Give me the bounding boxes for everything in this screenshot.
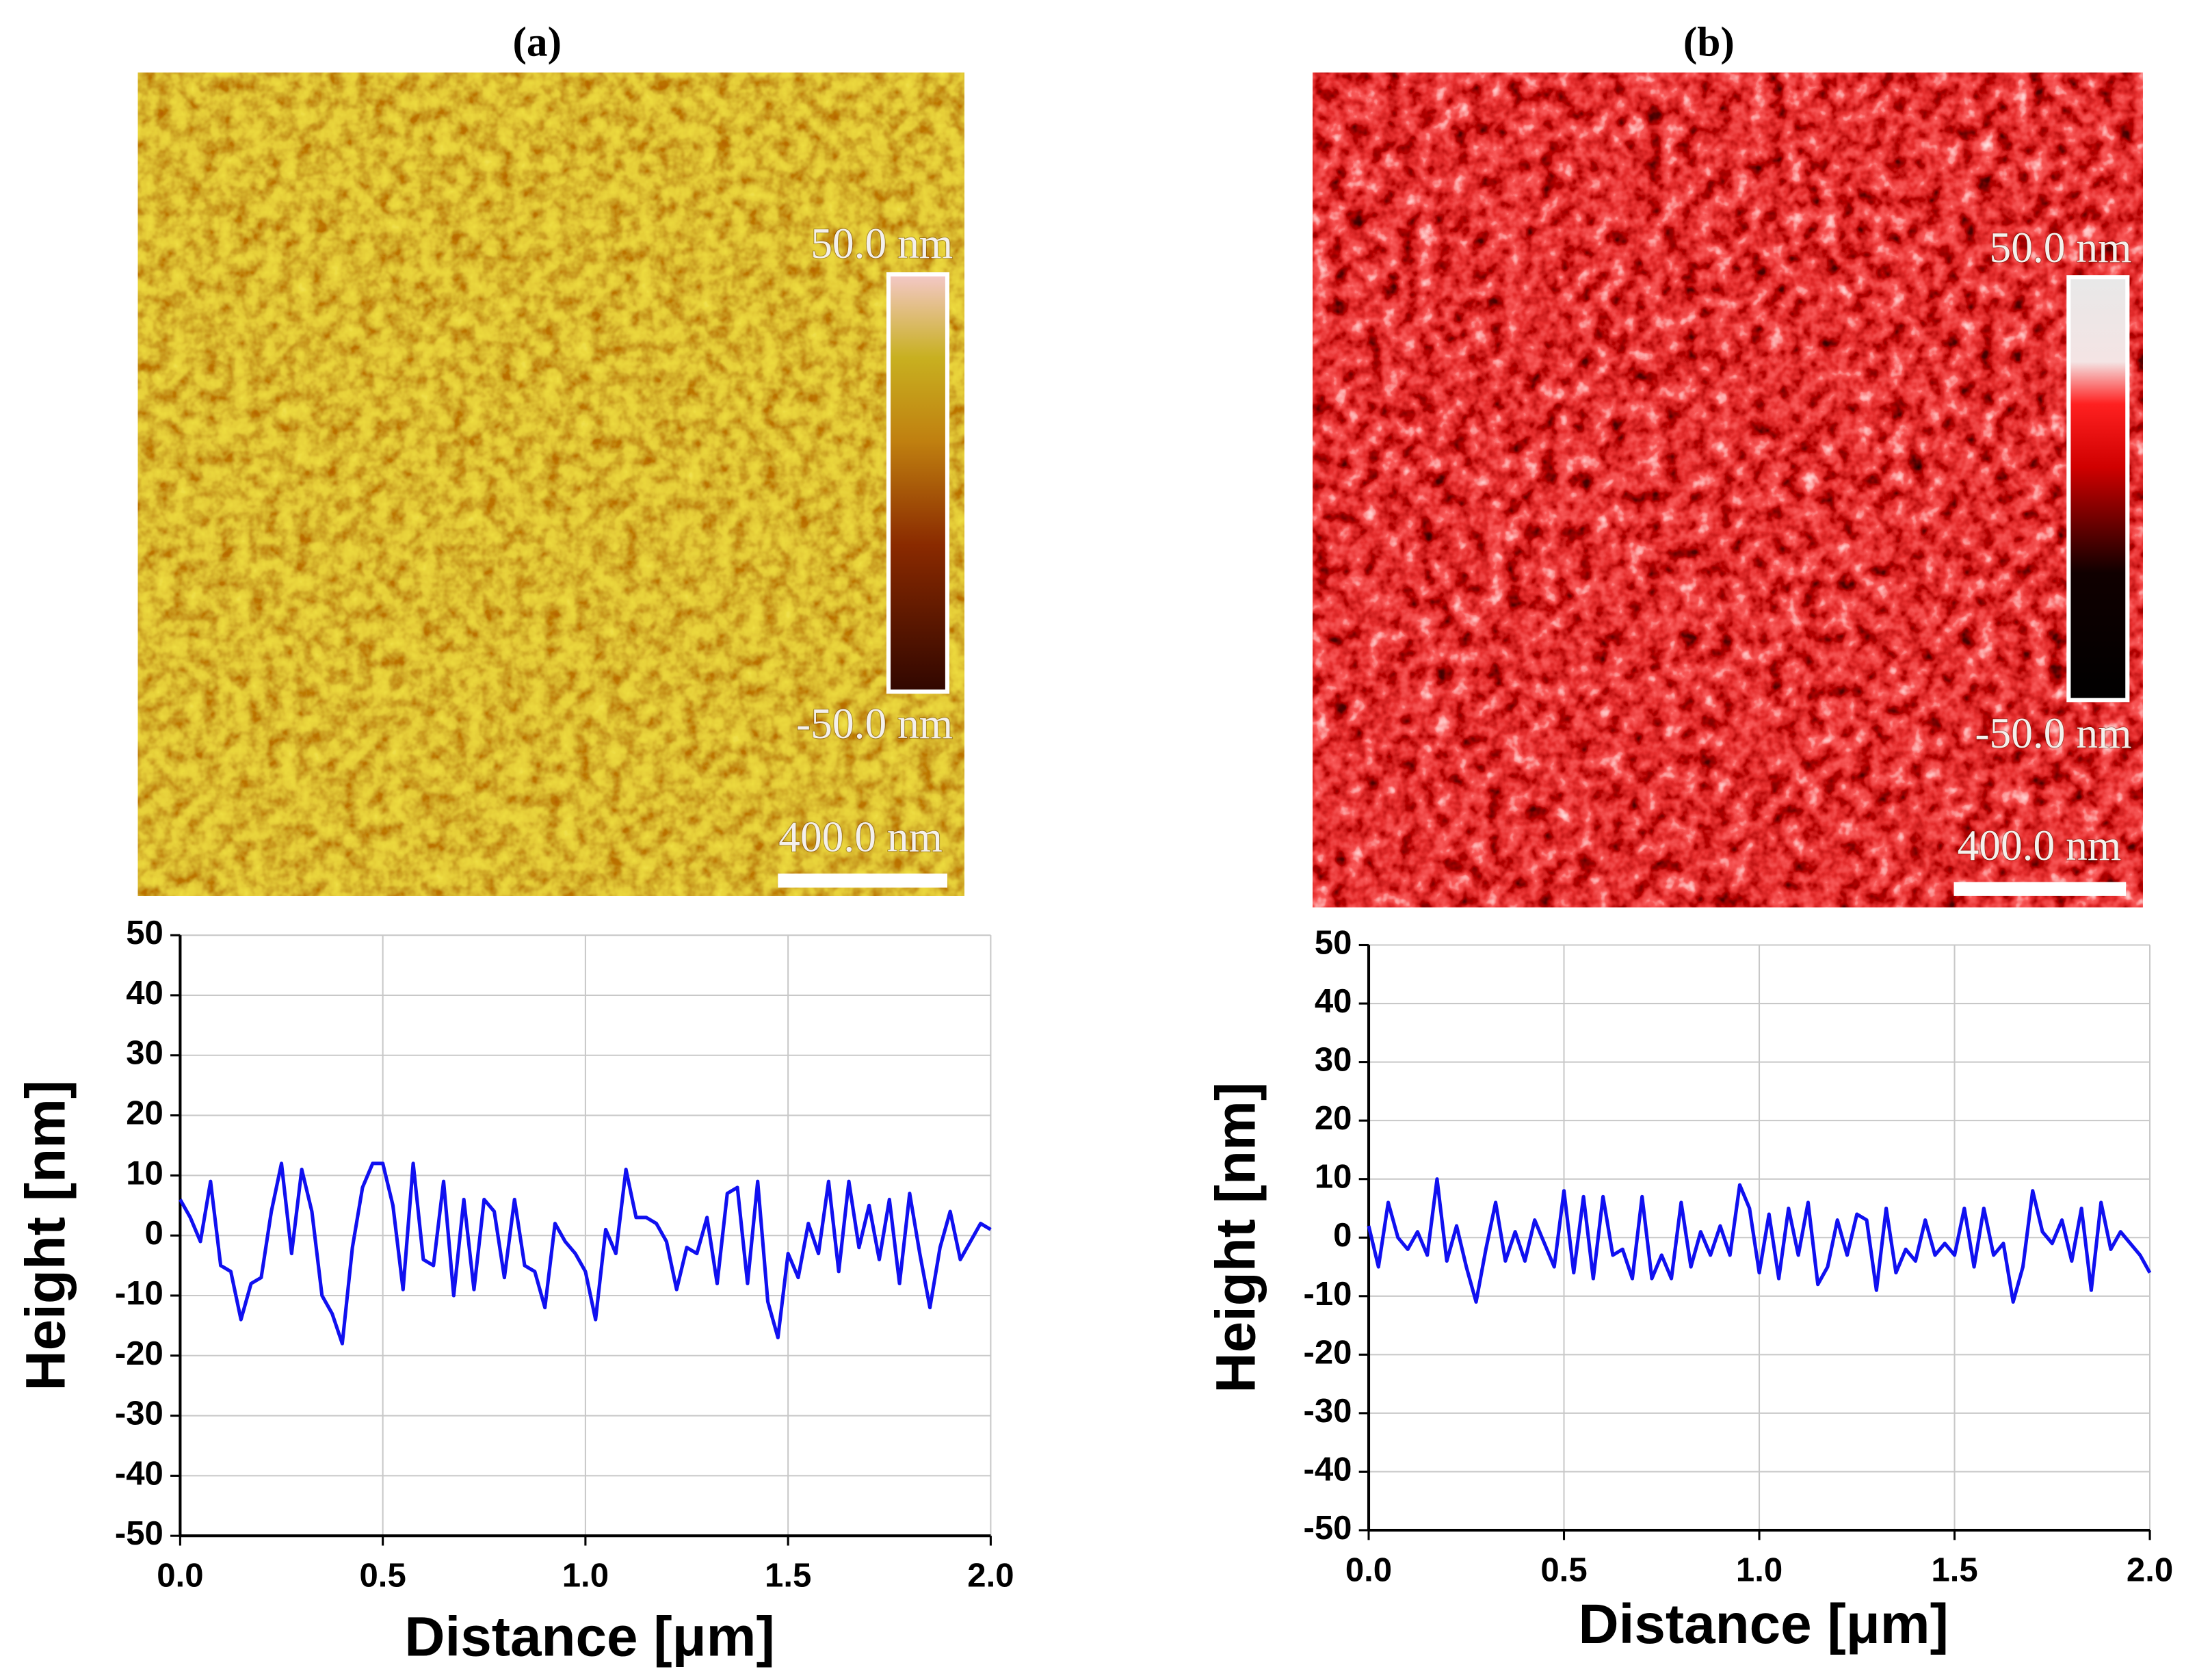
y-tick-label: 40 (126, 975, 163, 1012)
y-tick-label: 0 (145, 1215, 163, 1252)
y-tick-label: -20 (1303, 1334, 1352, 1371)
profile-line (179, 1161, 992, 1346)
color-bar (886, 272, 950, 694)
y-tick-label: 20 (1315, 1100, 1352, 1137)
x-axis-label: Distance [μm] (404, 1605, 774, 1668)
y-tick-label: 50 (126, 915, 163, 951)
y-tick-label: -10 (115, 1275, 163, 1312)
x-tick-label: 0.5 (360, 1558, 406, 1594)
scale-bar (1953, 882, 2127, 896)
y-axis-label: Height [nm] (1205, 1082, 1267, 1393)
y-tick-label: 30 (126, 1035, 163, 1072)
y-tick-label: 30 (1315, 1042, 1352, 1079)
y-tick-label: 0 (1333, 1217, 1352, 1254)
scale-bar (778, 874, 947, 888)
x-tick-label: 2.0 (967, 1558, 1014, 1594)
x-tick-label: 2.0 (2127, 1551, 2173, 1588)
x-tick-label: 0.5 (1540, 1551, 1587, 1588)
y-tick-label: -30 (115, 1395, 163, 1432)
x-tick-label: 1.5 (765, 1558, 811, 1594)
y-axis-label: Height [nm] (15, 1080, 77, 1391)
y-tick-label: -20 (115, 1335, 163, 1372)
y-tick-label: -30 (1303, 1393, 1352, 1430)
scale-bar-label: 400.0 nm (778, 813, 943, 861)
y-tick-label: 10 (1315, 1159, 1352, 1196)
y-tick-label: -40 (1303, 1451, 1352, 1488)
x-tick-label: 1.0 (1736, 1551, 1782, 1588)
y-tick-label: -10 (1303, 1276, 1352, 1313)
x-tick-label: 1.0 (562, 1558, 609, 1594)
x-axis-label: Distance [μm] (1578, 1593, 1948, 1655)
color-bar-max: 50.0 nm (811, 219, 953, 267)
afm-image (1313, 73, 2143, 908)
x-tick-label: 0.0 (157, 1558, 203, 1594)
color-bar-max: 50.0 nm (1990, 223, 2132, 272)
y-tick-label: -40 (115, 1455, 163, 1492)
color-bar-min: -50.0 nm (796, 699, 953, 748)
panel-label: (b) (1683, 19, 1735, 66)
afm-image (137, 73, 964, 896)
scale-bar-label: 400.0 nm (1958, 821, 2122, 869)
panel-label: (a) (512, 19, 562, 66)
color-bar (2066, 275, 2130, 703)
color-bar-min: -50.0 nm (1975, 709, 2131, 757)
y-tick-label: 50 (1315, 924, 1352, 961)
y-tick-label: 40 (1315, 983, 1352, 1020)
y-tick-label: -50 (115, 1515, 163, 1552)
y-tick-label: 20 (126, 1095, 163, 1132)
x-tick-label: 1.5 (1931, 1551, 1977, 1588)
y-tick-label: 10 (126, 1155, 163, 1192)
y-tick-label: -50 (1303, 1510, 1352, 1547)
x-tick-label: 0.0 (1345, 1551, 1392, 1588)
profile-line (1367, 1177, 2152, 1304)
